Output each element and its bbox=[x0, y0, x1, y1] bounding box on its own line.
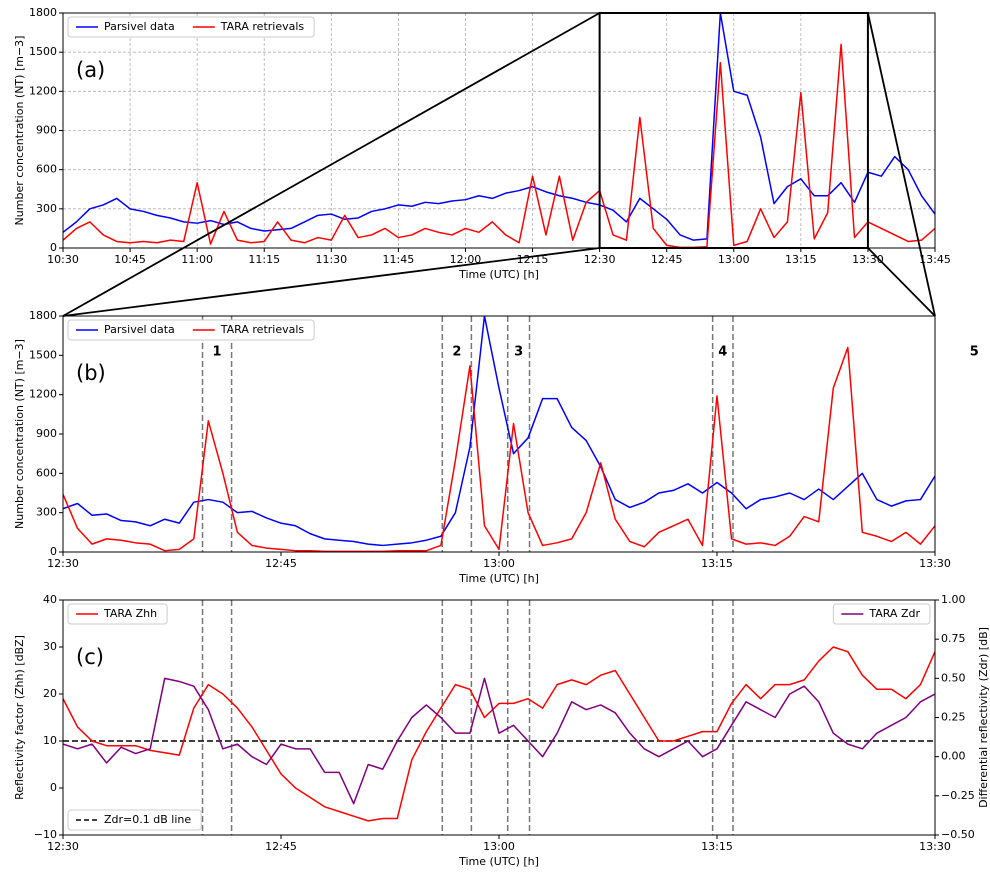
y-tick-label: 30 bbox=[43, 640, 57, 653]
event-label: 3 bbox=[514, 345, 523, 360]
x-tick-label: 10:45 bbox=[114, 253, 146, 266]
zoom-connector bbox=[867, 12, 936, 317]
panel-label: (b) bbox=[76, 361, 106, 385]
legend-box bbox=[67, 809, 202, 831]
y-tick-label: 0 bbox=[50, 241, 57, 254]
x-axis-label: Time (UTC) [h] bbox=[458, 572, 539, 585]
y-tick-label: 600 bbox=[36, 163, 57, 176]
legend: Parsivel data TARA retrievals bbox=[67, 16, 315, 38]
y-tick-label: 600 bbox=[36, 466, 57, 479]
x-tick-label: 13:00 bbox=[718, 253, 750, 266]
plot-frame bbox=[62, 12, 936, 249]
x-tick-label: 13:30 bbox=[919, 557, 951, 570]
y2-tick-label: −0.50 bbox=[941, 828, 975, 841]
event-label: 1 bbox=[213, 345, 222, 360]
data-line bbox=[63, 346, 935, 552]
legend-box bbox=[832, 603, 931, 625]
zoom-connector bbox=[62, 247, 600, 317]
y2-tick-label: −0.25 bbox=[941, 789, 975, 802]
legend-label: TARA Zhh bbox=[103, 607, 157, 620]
y2-axis-label: Differential reflectivity (Zdr) [dB] bbox=[977, 627, 990, 808]
legend-label: Parsivel data bbox=[104, 20, 175, 33]
y-tick-label: 300 bbox=[36, 202, 57, 215]
legend: TARA Zhh bbox=[67, 603, 168, 625]
y-tick-label: 0 bbox=[50, 545, 57, 558]
y-tick-label: 1800 bbox=[29, 6, 57, 19]
y2-tick-label: 0.50 bbox=[941, 671, 966, 684]
x-tick-label: 13:45 bbox=[919, 253, 951, 266]
zoom-connector bbox=[62, 12, 601, 317]
x-axis-label: Time (UTC) [h] bbox=[458, 855, 539, 868]
legend-box bbox=[67, 319, 315, 341]
x-tick-label: 13:15 bbox=[785, 253, 817, 266]
x-tick-label: 13:15 bbox=[701, 557, 733, 570]
legend-label: Parsivel data bbox=[104, 323, 175, 336]
x-tick-label: 11:00 bbox=[181, 253, 213, 266]
x-tick-label: 13:00 bbox=[483, 557, 515, 570]
x-tick-label: 12:30 bbox=[47, 840, 79, 853]
zoom-box bbox=[598, 12, 869, 249]
y-tick-label: 20 bbox=[43, 687, 57, 700]
legend-label: TARA retrievals bbox=[220, 323, 305, 336]
event-label: 2 bbox=[452, 345, 461, 360]
x-tick-label: 12:30 bbox=[47, 557, 79, 570]
x-tick-label: 12:30 bbox=[584, 253, 616, 266]
data-line bbox=[63, 316, 935, 547]
y-tick-label: 1200 bbox=[29, 388, 57, 401]
data-line bbox=[63, 13, 935, 241]
legend: Zdr=0.1 dB line bbox=[67, 809, 202, 831]
y-tick-label: 1500 bbox=[29, 45, 57, 58]
data-line bbox=[63, 43, 935, 248]
x-tick-label: 11:30 bbox=[315, 253, 347, 266]
legend-box bbox=[67, 16, 315, 38]
y2-tick-label: 0.00 bbox=[941, 750, 966, 763]
y-tick-label: 10 bbox=[43, 734, 57, 747]
y-axis-label: Number concentration (NT) [m−3] bbox=[13, 36, 26, 226]
x-tick-label: 13:15 bbox=[701, 840, 733, 853]
panel-label: (a) bbox=[76, 58, 105, 82]
event-label: 4 bbox=[718, 345, 727, 360]
x-axis-label: Time (UTC) [h] bbox=[458, 268, 539, 281]
x-tick-label: 12:45 bbox=[265, 557, 297, 570]
y-tick-label: 1500 bbox=[29, 348, 57, 361]
panel-label: (c) bbox=[76, 645, 104, 669]
y-axis-label: Number concentration (NT) [m−3] bbox=[13, 339, 26, 529]
y-tick-label: 1800 bbox=[29, 309, 57, 322]
event-label: 5 bbox=[970, 345, 979, 360]
legend-label: TARA retrievals bbox=[220, 20, 305, 33]
data-line bbox=[63, 646, 935, 822]
y-tick-label: 900 bbox=[36, 124, 57, 137]
plot-frame bbox=[62, 315, 936, 553]
x-tick-label: 11:45 bbox=[383, 253, 415, 266]
data-line bbox=[63, 677, 935, 805]
y-tick-label: 0 bbox=[50, 781, 57, 794]
x-tick-label: 12:00 bbox=[450, 253, 482, 266]
y-tick-label: 40 bbox=[43, 593, 57, 606]
x-tick-label: 11:15 bbox=[248, 253, 280, 266]
x-tick-label: 13:00 bbox=[483, 840, 515, 853]
y-tick-label: −10 bbox=[34, 828, 57, 841]
zoom-connector bbox=[867, 247, 936, 317]
x-tick-label: 12:45 bbox=[651, 253, 683, 266]
x-tick-label: 13:30 bbox=[919, 840, 951, 853]
y-tick-label: 300 bbox=[36, 506, 57, 519]
y-tick-label: 900 bbox=[36, 427, 57, 440]
x-tick-label: 10:30 bbox=[47, 253, 79, 266]
legend: TARA Zdr bbox=[832, 603, 931, 625]
y-tick-label: 1200 bbox=[29, 84, 57, 97]
y2-tick-label: 1.00 bbox=[941, 593, 966, 606]
legend-label: Zdr=0.1 dB line bbox=[104, 813, 191, 826]
y2-tick-label: 0.75 bbox=[941, 632, 966, 645]
y2-tick-label: 0.25 bbox=[941, 711, 966, 724]
legend-label: TARA Zdr bbox=[868, 607, 920, 620]
legend-box bbox=[67, 603, 168, 625]
plot-frame bbox=[62, 599, 936, 836]
legend: Parsivel data TARA retrievals bbox=[67, 319, 315, 341]
y-axis-label: Reflectivity factor (Zhh) [dBZ] bbox=[13, 635, 26, 800]
x-tick-label: 12:45 bbox=[265, 840, 297, 853]
